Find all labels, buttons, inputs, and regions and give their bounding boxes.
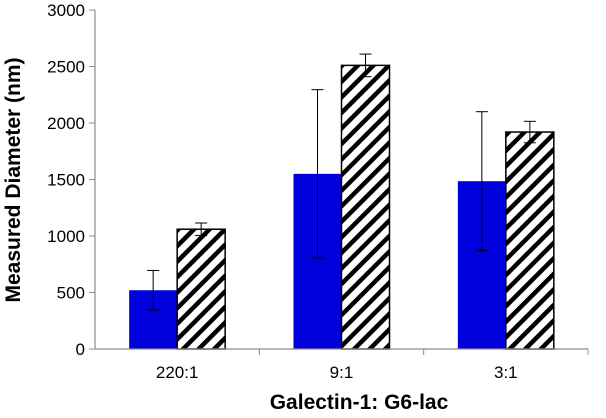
y-tick-label: 3000: [47, 1, 85, 20]
y-tick-label: 1000: [47, 227, 85, 246]
x-tick-label: 220:1: [156, 363, 199, 382]
y-tick-label: 0: [76, 340, 85, 359]
x-axis-title: Galectin-1: G6-lac: [270, 391, 449, 414]
bar-series-2-hatched-3:1: [505, 131, 555, 350]
y-axis-title: Measured Diameter (nm): [2, 57, 25, 302]
plot-area: 0 500 1000 1500 2000 2500 3000 220:1 9:1 3:1: [47, 1, 589, 382]
y-tick-label: 500: [57, 284, 85, 303]
x-tick-label: 3:1: [494, 363, 518, 382]
y-tick-label: 1500: [47, 171, 85, 190]
y-tick-label: 2500: [47, 58, 85, 77]
bar-series-2-hatched-9:1: [340, 64, 391, 350]
bar-series-2-hatched-220:1: [176, 228, 226, 350]
y-tick-label: 2000: [47, 114, 85, 133]
x-tick-label: 9:1: [330, 363, 354, 382]
